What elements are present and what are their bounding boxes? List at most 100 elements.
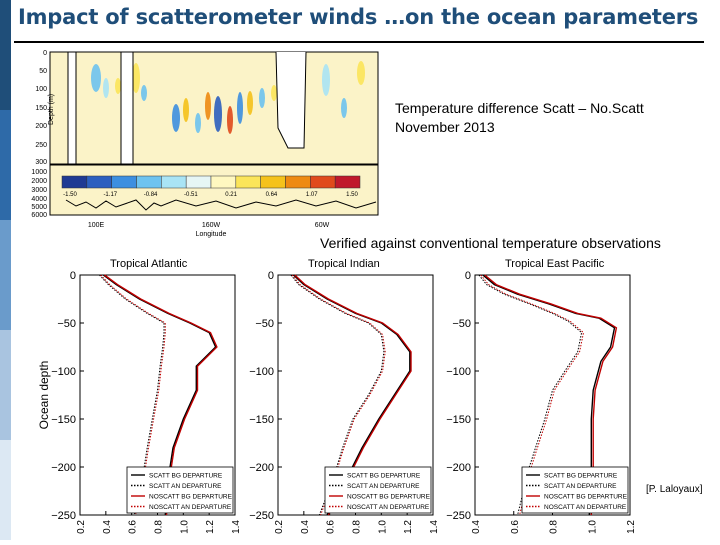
- profile-ytick: −100: [51, 366, 76, 378]
- profile-ytick: −150: [446, 414, 471, 426]
- colorbar-swatch: [334, 175, 361, 189]
- profile-xtick: 1.2: [205, 520, 216, 534]
- profile-ytick: −200: [446, 462, 471, 474]
- profile-xtick: 0.2: [274, 520, 285, 534]
- legend-label: NOSCATT AN DEPARTURE: [544, 504, 627, 511]
- section-colorbar: [61, 175, 361, 189]
- profile-ytick: −50: [255, 318, 274, 330]
- section-xtick: 60W: [315, 222, 330, 229]
- profile-xtick: 0.2: [76, 520, 87, 534]
- profile-xtick: 1.0: [377, 520, 388, 534]
- profile-xtick: 0.6: [326, 520, 337, 534]
- colorbar-label: 0.64: [266, 192, 278, 198]
- profile-ytick: −250: [249, 510, 274, 522]
- profile-ytick: −200: [249, 462, 274, 474]
- profile-title: Tropical East Pacific: [505, 258, 605, 270]
- colorbar-label: 1.50: [346, 192, 358, 198]
- colorbar-swatch: [235, 175, 261, 189]
- profile-ytick: −50: [57, 318, 76, 330]
- profile-xtick: 0.4: [471, 520, 482, 534]
- profile-series-line: [100, 274, 166, 516]
- colorbar-swatch: [161, 175, 187, 189]
- section-yticks-lower: 1000 2000 3000 4000 5000 6000: [31, 169, 47, 219]
- colorbar-swatch: [185, 175, 212, 189]
- profile-xtick: 0.6: [128, 520, 139, 534]
- legend-label: NOSCATT BG DEPARTURE: [347, 494, 431, 501]
- colorbar-swatch: [136, 175, 162, 189]
- profile-xtick: 1.0: [179, 520, 190, 534]
- left-accent-bar: [0, 0, 11, 540]
- section-ytick: 4000: [31, 196, 47, 203]
- section-ytick: 2000: [31, 178, 47, 185]
- profile-plot-atlantic: Tropical Atlantic 0 −50 −100 −150 −200 −250 0.2…: [30, 255, 245, 545]
- land-mask: [275, 51, 307, 149]
- slide-title: Impact of scatterometer winds …on the oc…: [18, 5, 699, 29]
- section-xticks: 100E 160W 60W: [88, 222, 330, 229]
- profile-xtick: 0.8: [352, 520, 363, 534]
- section-ytick: 250: [35, 142, 47, 149]
- section-anomaly-pattern: [91, 61, 365, 134]
- profile-plot-svg: Tropical Atlantic 0 −50 −100 −150 −200 −2500.2…: [37, 258, 242, 534]
- legend-label: SCATT AN DEPARTURE: [149, 483, 222, 490]
- colorbar-label: 0.21: [225, 192, 237, 198]
- profile-series-line: [484, 274, 618, 516]
- profile-ytick: −100: [249, 366, 274, 378]
- section-xlabel: Longitude: [196, 231, 227, 238]
- section-ytick: 3000: [31, 187, 47, 194]
- section-ytick: 200: [35, 123, 47, 130]
- profile-xtick: 0.4: [300, 520, 311, 534]
- profile-ytick: −200: [51, 462, 76, 474]
- profile-title: Tropical Indian: [308, 258, 380, 270]
- profile-xtick: 0.8: [154, 520, 165, 534]
- profile-ytick: −250: [51, 510, 76, 522]
- section-ytick: 5000: [31, 204, 47, 211]
- colorbar-swatch: [310, 175, 336, 189]
- profile-ytick: −50: [452, 318, 471, 330]
- profile-xtick: 0.8: [549, 520, 560, 534]
- colorbar-label: -0.84: [144, 192, 158, 198]
- legend-label: SCATT BG DEPARTURE: [544, 473, 618, 480]
- colorbar-swatch: [86, 175, 112, 189]
- caption-line-1: Temperature difference Scatt – No.Scatt: [395, 100, 644, 116]
- bathymetry-line: [65, 199, 377, 211]
- profile-plot-svg: Tropical East Pacific 0 −50 −100 −150 −200 −25…: [446, 258, 637, 534]
- profile-ytick: −250: [446, 510, 471, 522]
- profile-series-line: [290, 274, 385, 516]
- section-ytick: 6000: [31, 212, 47, 219]
- verified-note: Verified against conventional temperatur…: [320, 235, 661, 251]
- profile-xtick: 0.6: [510, 520, 521, 534]
- legend-label: NOSCATT BG DEPARTURE: [544, 494, 628, 501]
- section-xtick: 100E: [88, 222, 105, 229]
- title-underline: [14, 41, 704, 43]
- profile-series-line: [294, 274, 412, 516]
- section-ytick: 100: [35, 86, 47, 93]
- profile-ytick: 0: [268, 270, 274, 282]
- section-xtick: 160W: [202, 222, 221, 229]
- section-ytick: 300: [35, 159, 47, 166]
- colorbar-swatch: [61, 175, 88, 189]
- profile-xtick: 1.4: [429, 520, 440, 534]
- section-plot-svg: 0 50 100 150 200 250 300 Depth (m) 1000 …: [26, 48, 381, 240]
- section-ylabel: Depth (m): [48, 94, 55, 125]
- profile-xtick: 0.4: [102, 520, 113, 534]
- section-ytick: 0: [43, 50, 47, 57]
- colorbar-label: -0.51: [184, 192, 198, 198]
- profile-series-line: [291, 274, 386, 516]
- land-mask: [67, 51, 77, 165]
- profile-ytick: −100: [446, 366, 471, 378]
- colorbar-swatch: [260, 175, 286, 189]
- colorbar-swatch: [285, 175, 311, 189]
- profile-xtick: 1.0: [587, 520, 598, 534]
- profile-ylabel: Ocean depth: [37, 361, 51, 430]
- profile-ytick: −150: [249, 414, 274, 426]
- legend-label: SCATT BG DEPARTURE: [149, 473, 223, 480]
- colorbar-label: 1.07: [306, 192, 318, 198]
- profile-ytick: 0: [465, 270, 471, 282]
- legend-label: NOSCATT AN DEPARTURE: [347, 504, 430, 511]
- profile-xtick: 1.2: [626, 520, 637, 534]
- section-colorbar-labels: -1.50 -1.17 -0.84 -0.51 0.21 0.64 1.07 1.50: [63, 192, 358, 198]
- profile-series-line: [99, 274, 165, 516]
- profile-title: Tropical Atlantic: [110, 258, 188, 270]
- profile-xtick: 1.2: [403, 520, 414, 534]
- profile-plot-east-pacific: Tropical East Pacific 0 −50 −100 −150 −200 −25…: [425, 255, 640, 545]
